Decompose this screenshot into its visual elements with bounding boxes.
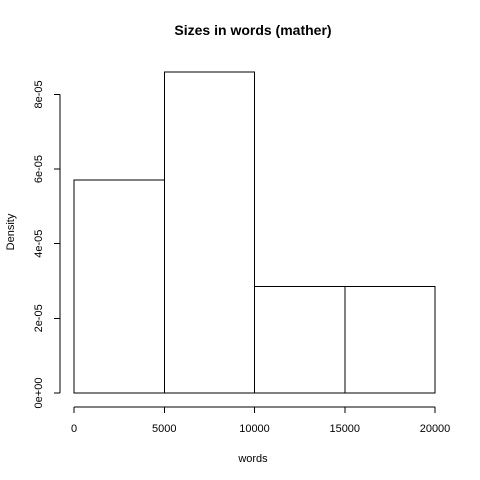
x-tick-label: 20000 [420, 423, 451, 435]
y-tick-label: 8e-05 [33, 80, 45, 108]
x-tick-label: 0 [71, 423, 77, 435]
y-tick-label: 2e-05 [33, 304, 45, 332]
y-tick-label: 6e-05 [33, 155, 45, 183]
x-tick-label: 5000 [152, 423, 176, 435]
y-tick-label: 0e+00 [33, 378, 45, 409]
bars-group [73, 71, 436, 394]
histogram-bar-0 [73, 179, 165, 394]
x-tick-label: 10000 [239, 423, 270, 435]
histogram-bar-2 [254, 286, 346, 394]
histogram-bar-3 [344, 286, 436, 394]
chart-title: Sizes in words (mather) [174, 22, 331, 38]
y-tick-label: 4e-05 [33, 230, 45, 258]
histogram-bar-1 [163, 71, 255, 394]
y-axis-label: Density [5, 213, 17, 250]
x-axis-label: words [237, 453, 268, 465]
y-axis: 0e+00 2e-05 4e-05 6e-05 8e-05 [33, 80, 61, 409]
x-tick-label: 15000 [329, 423, 360, 435]
x-axis: 0 5000 10000 15000 20000 [71, 406, 451, 435]
